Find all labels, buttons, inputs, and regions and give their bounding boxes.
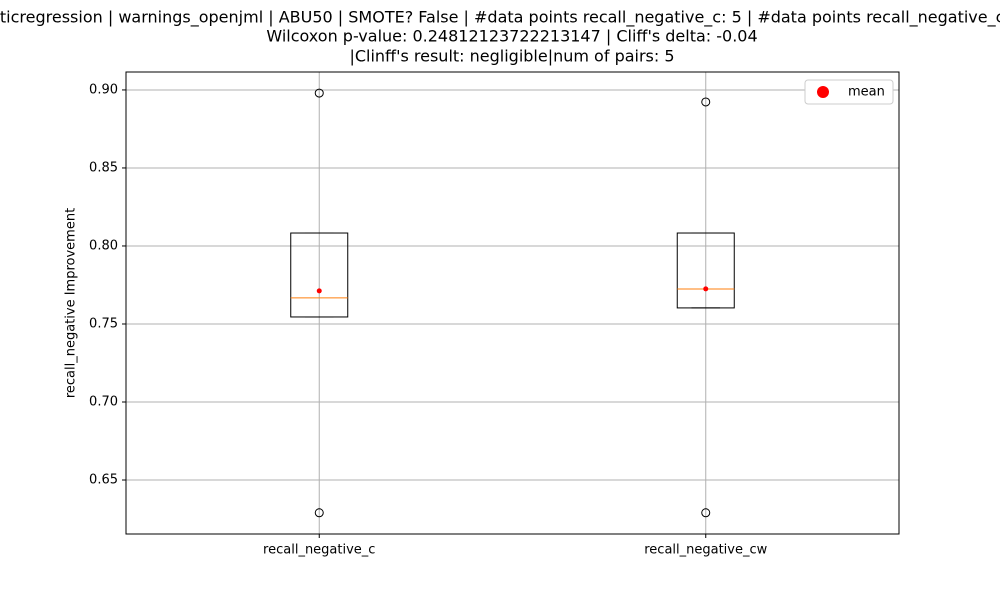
flier	[701, 508, 711, 518]
flier	[314, 88, 324, 98]
chart-subtitle: |Clinff's result: negligible|num of pair…	[349, 47, 674, 66]
legend-marker	[817, 86, 829, 98]
legend-box	[804, 79, 894, 105]
flier	[314, 508, 324, 518]
y-tick-label: 0.65	[89, 473, 118, 488]
flier	[701, 97, 711, 107]
box	[290, 232, 349, 318]
box	[676, 232, 735, 309]
mean-marker	[703, 286, 709, 292]
chart-title: logisticregression | warnings_openjml | …	[0, 8, 1000, 28]
mean-marker	[316, 288, 322, 294]
y-tick-label: 0.70	[89, 395, 118, 410]
plot-frame	[125, 71, 900, 535]
y-axis-label: recall_negative Improvement	[64, 208, 79, 398]
y-tick-label: 0.75	[89, 316, 118, 331]
y-tick-label: 0.80	[89, 238, 118, 253]
y-tick-label: 0.85	[89, 160, 118, 175]
chart-subtitle: Wilcoxon p-value: 0.24812123722213147 | …	[266, 27, 757, 46]
legend-label: mean	[848, 85, 885, 100]
y-tick-label: 0.90	[89, 82, 118, 97]
x-tick-label: recall_negative_cw	[644, 543, 767, 558]
x-tick-label: recall_negative_c	[263, 543, 375, 558]
